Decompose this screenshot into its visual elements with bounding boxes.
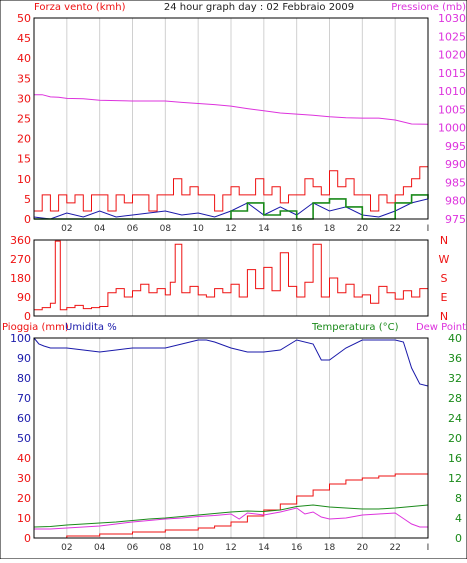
- panel3-series-line-0: [33, 337, 429, 387]
- panel3-right-tick-label: 8: [455, 492, 462, 505]
- panel1-frame: [33, 17, 429, 220]
- panel3-left-tick-label: 80: [17, 372, 31, 385]
- panel1-xtick-label: I: [427, 224, 430, 234]
- panel2-compass-label: S: [441, 272, 448, 285]
- panel2-series-line-0: [34, 240, 429, 311]
- panel1-left-tick-label: 15: [17, 153, 31, 166]
- panel1-right-tick-label: 1005: [438, 103, 466, 116]
- panel2-left-tick-label: 360: [10, 234, 31, 247]
- panel1-left-tick-label: 30: [17, 92, 31, 105]
- panel1-right-tick-label: 1000: [438, 122, 466, 135]
- panel3-left-tick-label: 30: [17, 472, 31, 485]
- panel2-frame: [33, 239, 429, 317]
- panel3-rain-title: Pioggia (mm): [2, 322, 69, 333]
- panel2-compass-label: E: [441, 291, 448, 304]
- panel1-left-tick-label: 0: [24, 213, 31, 226]
- panel1-xtick-label: 22: [389, 224, 400, 234]
- panel2-left-tick-label: 90: [17, 291, 31, 304]
- panel3-xtick-label: I: [427, 543, 430, 553]
- panel1-left-tick-label: 5: [24, 193, 31, 206]
- panel3-xtick-label: 16: [291, 543, 303, 553]
- panel3-xtick-label: 14: [258, 543, 270, 553]
- panel3-right-tick-label: 36: [448, 352, 462, 365]
- panel2-compass-label: W: [439, 253, 450, 266]
- panel3-xtick-label: 22: [389, 543, 400, 553]
- panel3-right-tick-label: 32: [448, 372, 462, 385]
- panel1-left-axis-title: Forza vento (kmh): [34, 2, 126, 13]
- panel1-left-tick-label: 20: [17, 133, 31, 146]
- panel3-right-tick-label: 28: [448, 392, 462, 405]
- panel3-left-tick-label: 70: [17, 392, 31, 405]
- panel3-right-tick-label: 4: [455, 512, 462, 525]
- panel1-series-line-0: [34, 94, 429, 125]
- panel3-xtick-label: 06: [127, 543, 139, 553]
- panel1-xtick-label: 06: [127, 224, 139, 234]
- panel3-dewpoint-title: Dew Point: [416, 322, 466, 333]
- panel1-right-tick-label: 1010: [438, 85, 466, 98]
- panel3-xtick-label: 18: [324, 543, 336, 553]
- panel1-xtick-label: 10: [192, 224, 204, 234]
- panel1-left-tick-label: 25: [17, 113, 31, 126]
- panel1-left-tick-label: 35: [17, 72, 31, 85]
- panel1-xtick-label: 02: [61, 224, 72, 234]
- panel1-left-tick-label: 45: [17, 32, 31, 45]
- panel3-series-line-3: [34, 507, 428, 530]
- panel3-left-tick-label: 50: [17, 432, 31, 445]
- panel3-left-tick-label: 40: [17, 452, 31, 465]
- panel2-left-tick-label: 270: [10, 253, 31, 266]
- panel3-left-tick-label: 20: [17, 492, 31, 505]
- panel1-xtick-label: 14: [258, 224, 270, 234]
- panel1-xtick-label: 08: [160, 224, 172, 234]
- panel3-xtick-label: 08: [160, 543, 172, 553]
- panel1-right-tick-label: 1030: [438, 12, 466, 25]
- panel3-xtick-label: 04: [94, 543, 106, 553]
- panel3-left-tick-label: 90: [17, 352, 31, 365]
- panel3-right-tick-label: 20: [448, 432, 462, 445]
- panel3-right-tick-label: 16: [448, 452, 462, 465]
- panel3-humidity-title: Umidita %: [65, 322, 117, 333]
- panel1-left-tick-label: 10: [17, 173, 31, 186]
- panel1-xtick-label: 16: [291, 224, 303, 234]
- panel1-right-tick-label: 1020: [438, 49, 466, 62]
- panel1-left-tick-label: 50: [17, 12, 31, 25]
- panel1-left-tick-label: 40: [17, 52, 31, 65]
- chart-title: 24 hour graph day : 02 Febbraio 2009: [164, 2, 354, 13]
- panel2-left-tick-label: 0: [24, 310, 31, 323]
- panel1-right-tick-label: 975: [445, 213, 466, 226]
- panel3-left-tick-label: 10: [17, 512, 31, 525]
- panel1-xtick-label: 04: [94, 224, 106, 234]
- panel1-xtick-label: 20: [357, 224, 369, 234]
- panel1-series-line-1: [34, 166, 429, 212]
- panel3-xtick-label: 12: [225, 543, 236, 553]
- panel3-xtick-label: 10: [192, 543, 204, 553]
- panel3-temperature-title: Temperatura (°C): [311, 322, 399, 333]
- panel3-frame: [33, 337, 429, 539]
- panel1-xtick-label: 12: [225, 224, 236, 234]
- panel3-right-tick-label: 0: [455, 532, 462, 545]
- panel1-right-tick-label: 985: [445, 176, 466, 189]
- panel1-right-tick-label: 1025: [438, 30, 466, 43]
- panel2-compass-label: N: [440, 310, 448, 323]
- panel3-left-tick-label: 100: [10, 332, 31, 345]
- panel3-series-line-2: [33, 504, 429, 528]
- panel3-left-tick-label: 60: [17, 412, 31, 425]
- panel1-right-tick-label: 990: [445, 158, 466, 171]
- panel3-series-line-1: [34, 473, 428, 539]
- panel1-right-axis-title: Pressione (mb): [391, 2, 466, 13]
- panel3-left-tick-label: 0: [24, 532, 31, 545]
- panel3-xtick-label: 20: [357, 543, 369, 553]
- panel1-xtick-label: 18: [324, 224, 336, 234]
- panel3-right-tick-label: 24: [448, 412, 462, 425]
- panel1-right-tick-label: 1015: [438, 67, 466, 80]
- panel3-xtick-label: 02: [61, 543, 72, 553]
- panel2-compass-label: N: [440, 234, 448, 247]
- panel2-left-tick-label: 180: [10, 272, 31, 285]
- panel3-right-tick-label: 12: [448, 472, 462, 485]
- panel1-right-tick-label: 995: [445, 140, 466, 153]
- panel1-right-tick-label: 980: [445, 195, 466, 208]
- panel3-right-tick-label: 40: [448, 332, 462, 345]
